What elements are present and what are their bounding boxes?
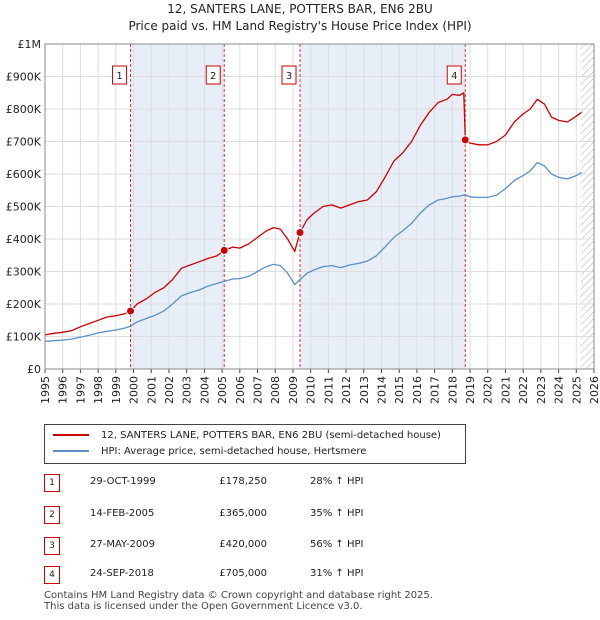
sale-price: £705,000: [219, 568, 267, 579]
sale-point: [460, 135, 470, 145]
sale-label-box: [112, 65, 128, 85]
sale-hpi-change: 28% ↑ HPI: [310, 476, 364, 487]
x-tick-label: 2022: [517, 376, 530, 404]
sale-marker-label: 1: [44, 474, 60, 492]
x-tick-label: 2009: [287, 376, 300, 404]
x-tick-label: 1996: [57, 376, 70, 404]
sale-row: 1 29-OCT-1999 £178,250 28% ↑ HPI: [0, 473, 600, 493]
plot-border: [44, 43, 595, 370]
sale-date: 14-FEB-2005: [90, 508, 155, 519]
y-tick-label: £400K: [6, 233, 42, 246]
x-tick-label: 2026: [588, 376, 600, 404]
sale-label-box: [205, 65, 221, 85]
sale-hpi-change: 31% ↑ HPI: [310, 568, 364, 579]
x-tick-label: 2013: [358, 376, 371, 404]
sale-label: 1: [116, 71, 122, 82]
legend-swatch-hpi: [53, 450, 89, 452]
sale-row: 2 14-FEB-2005 £365,000 35% ↑ HPI: [0, 505, 600, 525]
x-tick-label: 2018: [446, 376, 459, 404]
x-tick-label: 2005: [216, 376, 229, 404]
sale-marker-label: 2: [44, 506, 60, 524]
sale-date: 29-OCT-1999: [90, 476, 156, 487]
sale-point: [295, 228, 305, 237]
y-tick-label: £0: [27, 363, 41, 376]
x-tick-label: 2021: [499, 376, 512, 404]
x-tick-label: 2024: [553, 376, 566, 404]
sale-price: £420,000: [219, 539, 267, 550]
sale-point: [126, 306, 136, 316]
sale-date: 27-MAY-2009: [90, 539, 156, 550]
legend-item-hpi: HPI: Average price, semi-detached house,…: [53, 444, 366, 460]
sale-price: £178,250: [219, 476, 267, 487]
sale-row: 4 24-SEP-2018 £705,000 31% ↑ HPI: [0, 565, 600, 585]
y-tick-label: £100K: [6, 331, 42, 344]
sale-point: [219, 245, 229, 255]
footer-copyright: Contains HM Land Registry data © Crown c…: [44, 590, 433, 601]
y-tick-label: £1M: [18, 38, 42, 51]
y-tick-label: £600K: [6, 168, 42, 181]
y-tick-label: £300K: [6, 266, 42, 279]
x-tick-label: 1997: [74, 376, 87, 404]
x-tick-label: 2003: [181, 376, 194, 404]
y-tick-label: £200K: [6, 298, 42, 311]
legend-item-property: 12, SANTERS LANE, POTTERS BAR, EN6 2BU (…: [53, 428, 441, 444]
x-tick-label: 2002: [163, 376, 176, 404]
sale-date: 24-SEP-2018: [90, 568, 154, 579]
x-tick-label: 1995: [39, 376, 52, 404]
x-tick-label: 2020: [482, 376, 495, 404]
x-tick-label: 2004: [198, 376, 211, 404]
x-tick-label: 2016: [411, 376, 424, 404]
hpi-line: [44, 161, 582, 343]
x-tick-label: 2001: [145, 376, 158, 404]
sale-label: 2: [210, 71, 216, 82]
x-tick-label: 2006: [234, 376, 247, 404]
legend-label-property: 12, SANTERS LANE, POTTERS BAR, EN6 2BU (…: [101, 430, 441, 441]
footer: Contains HM Land Registry data © Crown c…: [44, 590, 433, 612]
x-tick-label: 2019: [464, 376, 477, 404]
price-chart: £0 £100K £200K £300K £400K £500K £600K £700K £80…: [6, 38, 600, 404]
y-tick-label: £800K: [6, 103, 42, 116]
x-tick-label: 2014: [375, 376, 388, 404]
x-tick-label: 2000: [128, 376, 141, 404]
sale-hpi-change: 35% ↑ HPI: [310, 508, 364, 519]
legend-label-hpi: HPI: Average price, semi-detached house,…: [101, 446, 367, 457]
x-tick-label: 2015: [393, 376, 406, 404]
sale-price: £365,000: [219, 508, 267, 519]
y-tick-label: £700K: [6, 136, 42, 149]
legend-swatch-property: [53, 434, 89, 436]
chart-title: 12, SANTERS LANE, POTTERS BAR, EN6 2BU: [167, 2, 433, 16]
x-tick-label: 2010: [305, 376, 318, 404]
sale-marker-label: 3: [44, 537, 60, 555]
sale-label-box: [446, 65, 462, 85]
chart-subtitle: Price paid vs. HM Land Registry's House …: [128, 19, 472, 33]
sale-label-box: [281, 65, 297, 85]
x-tick-label: 2012: [340, 376, 353, 404]
sale-hpi-change: 56% ↑ HPI: [310, 539, 364, 550]
x-tick-label: 2008: [269, 376, 282, 404]
x-tick-label: 2011: [322, 376, 335, 404]
footer-licence: This data is licensed under the Open Gov…: [44, 601, 363, 612]
y-tick-label: £500K: [6, 201, 42, 214]
sale-label: 3: [286, 71, 292, 82]
x-tick-label: 2023: [535, 376, 548, 404]
x-tick-label: 2025: [570, 376, 583, 404]
x-tick-label: 2017: [429, 376, 442, 404]
legend: 12, SANTERS LANE, POTTERS BAR, EN6 2BU (…: [44, 424, 466, 464]
y-tick-label: £900K: [6, 71, 42, 84]
sale-marker-label: 4: [44, 566, 60, 584]
x-tick-label: 1998: [92, 376, 105, 404]
property-price-line: [44, 92, 582, 336]
sale-label: 4: [451, 71, 457, 82]
sale-row: 3 27-MAY-2009 £420,000 56% ↑ HPI: [0, 536, 600, 556]
x-tick-label: 1999: [110, 376, 123, 404]
x-tick-label: 2007: [252, 376, 265, 404]
